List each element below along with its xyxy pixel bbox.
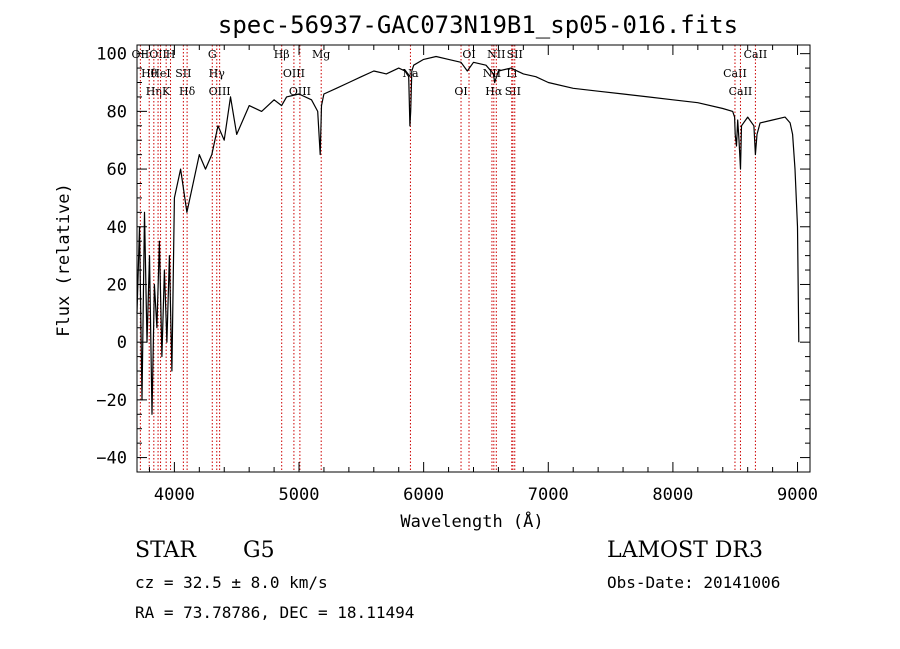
- line-marker-label: OIII: [209, 85, 231, 98]
- series-line-flux: [136, 55, 800, 415]
- x-tick-label: 6000: [403, 485, 444, 505]
- y-tick-label: 40: [107, 218, 127, 238]
- x-tick-label: 9000: [777, 485, 818, 505]
- y-tick-label: 60: [107, 160, 127, 180]
- chart-title: spec-56937-GAC073N19B1_sp05-016.fits: [218, 11, 738, 39]
- line-markers: OIIHθHηOIIHeIKHSIIHδGHγOIIIHβOIIIOIIIMgN…: [132, 45, 768, 472]
- plot-frame: [136, 44, 811, 473]
- obs-date: Obs-Date: 20141006: [607, 573, 781, 592]
- line-marker-label: Hη: [146, 85, 162, 98]
- line-marker-label: NII: [483, 67, 501, 80]
- line-marker-label: OII: [132, 48, 150, 61]
- line-marker-label: OI: [462, 48, 475, 61]
- redshift-cz: cz = 32.5 ± 8.0 km/s: [135, 573, 328, 592]
- line-marker-label: HeI: [150, 67, 170, 80]
- object-class: STAR: [135, 538, 196, 563]
- y-tick-label: −40: [96, 449, 127, 469]
- line-marker-label: G: [208, 48, 217, 61]
- line-marker-label: H: [166, 48, 176, 61]
- line-marker-label: Na: [402, 67, 419, 80]
- line-marker-label: Hγ: [209, 67, 226, 80]
- line-marker-label: Li: [506, 67, 517, 80]
- line-marker-label: SII: [175, 67, 191, 80]
- y-tick-label: 20: [107, 275, 127, 295]
- line-marker-label: CaII: [744, 48, 768, 61]
- subclass: G5: [243, 538, 275, 563]
- line-marker-label: Mg: [312, 48, 330, 61]
- y-tick-label: −20: [96, 391, 127, 411]
- y-axis: −40 −20 0 20 40 60 80 100: [96, 45, 810, 473]
- x-tick-label: 4000: [154, 485, 195, 505]
- x-axis: 4000 5000 6000 7000 8000 9000: [148, 45, 818, 505]
- y-tick-label: 100: [96, 45, 127, 65]
- y-tick-label: 0: [117, 333, 127, 353]
- x-axis-label: Wavelength (Å): [400, 510, 543, 532]
- line-marker-label: NII: [487, 48, 505, 61]
- ra-dec: RA = 73.78786, DEC = 18.11494: [135, 603, 415, 622]
- survey-label: LAMOST DR3: [607, 538, 763, 563]
- x-tick-label: 7000: [528, 485, 569, 505]
- line-marker-label: Hβ: [274, 48, 290, 61]
- y-axis-label: Flux (relative): [54, 183, 74, 337]
- series-group: [136, 55, 800, 415]
- line-marker-label: SII: [507, 48, 523, 61]
- line-marker-label: OIII: [283, 67, 305, 80]
- x-tick-label: 5000: [279, 485, 320, 505]
- line-marker-label: OII: [149, 48, 167, 61]
- line-marker-label: Hα: [485, 85, 503, 98]
- y-tick-label: 80: [107, 102, 127, 122]
- line-marker-label: CaII: [723, 67, 747, 80]
- x-tick-label: 8000: [652, 485, 693, 505]
- line-marker-label: CaII: [729, 85, 753, 98]
- line-marker-label: SII: [505, 85, 521, 98]
- line-marker-label: K: [162, 85, 171, 98]
- line-marker-label: OI: [454, 85, 467, 98]
- line-marker-label: Hδ: [179, 85, 196, 98]
